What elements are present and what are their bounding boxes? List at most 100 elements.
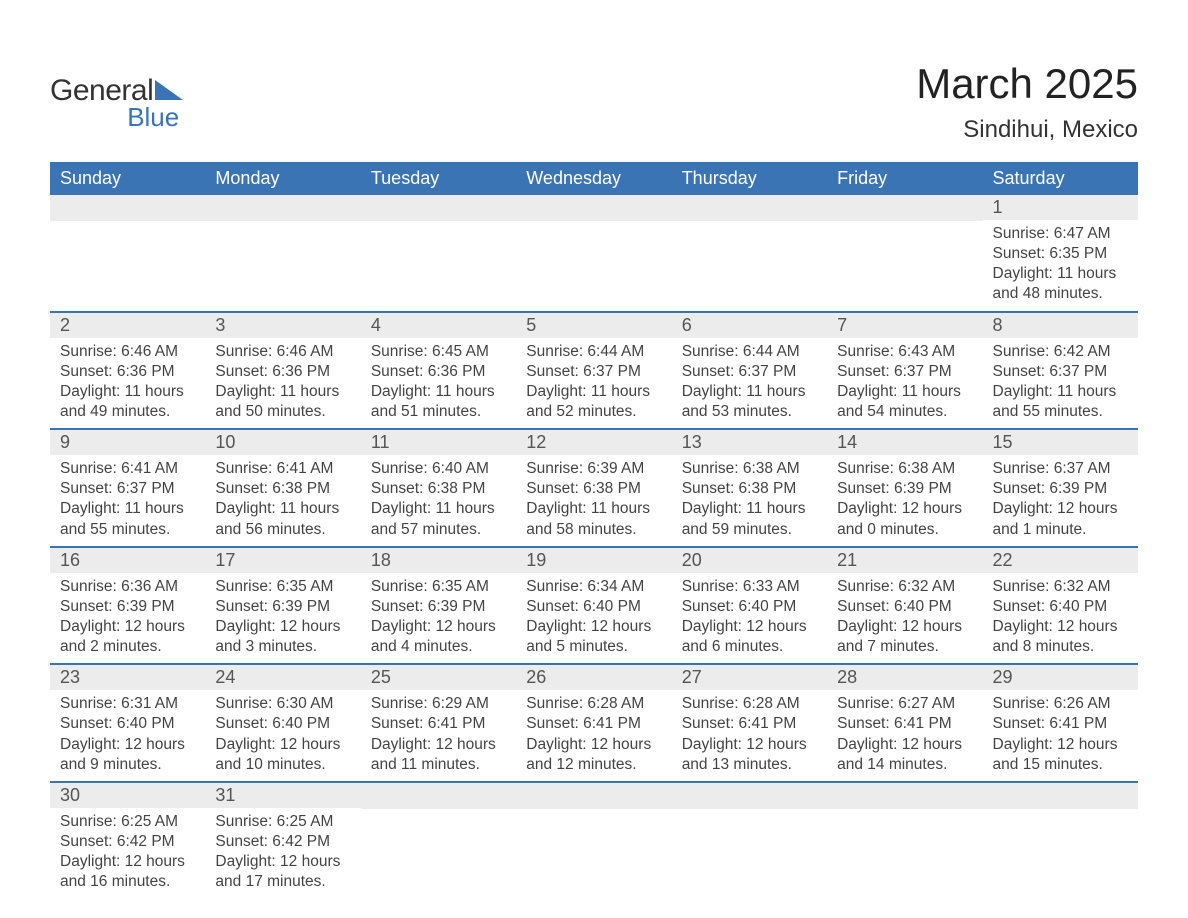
day-body: Sunrise: 6:47 AMSunset: 6:35 PMDaylight:… [983,220,1138,311]
calendar-cell: 14Sunrise: 6:38 AMSunset: 6:39 PMDayligh… [827,429,982,547]
day-number: 12 [516,430,671,455]
sunset-line: Sunset: 6:40 PM [682,597,817,617]
brand-triangle-icon [155,80,183,100]
calendar-cell: 13Sunrise: 6:38 AMSunset: 6:38 PMDayligh… [672,429,827,547]
sunrise-line: Sunrise: 6:34 AM [526,577,661,597]
sunset-line: Sunset: 6:41 PM [371,714,506,734]
day-number: 29 [983,665,1138,690]
day-body: Sunrise: 6:42 AMSunset: 6:37 PMDaylight:… [983,338,1138,429]
sunset-line: Sunset: 6:38 PM [215,479,350,499]
day-body: Sunrise: 6:44 AMSunset: 6:37 PMDaylight:… [516,338,671,429]
sunrise-line: Sunrise: 6:27 AM [837,694,972,714]
sunrise-line: Sunrise: 6:45 AM [371,342,506,362]
day-number: 6 [672,313,827,338]
calendar-body: 1Sunrise: 6:47 AMSunset: 6:35 PMDaylight… [50,195,1138,898]
header: General Blue March 2025 Sindihui, Mexico [50,60,1138,144]
calendar-cell: 17Sunrise: 6:35 AMSunset: 6:39 PMDayligh… [205,547,360,665]
calendar-cell: 24Sunrise: 6:30 AMSunset: 6:40 PMDayligh… [205,664,360,782]
daylight-line: Daylight: 11 hours and 57 minutes. [371,499,506,539]
day-body: Sunrise: 6:26 AMSunset: 6:41 PMDaylight:… [983,690,1138,781]
sunrise-line: Sunrise: 6:35 AM [215,577,350,597]
day-body: Sunrise: 6:28 AMSunset: 6:41 PMDaylight:… [672,690,827,781]
calendar-cell: 3Sunrise: 6:46 AMSunset: 6:36 PMDaylight… [205,312,360,430]
daylight-line: Daylight: 12 hours and 8 minutes. [993,617,1128,657]
day-number: 1 [983,195,1138,220]
daylight-line: Daylight: 12 hours and 3 minutes. [215,617,350,657]
daylight-line: Daylight: 11 hours and 50 minutes. [215,382,350,422]
calendar-cell [361,782,516,899]
day-number: 25 [361,665,516,690]
sunset-line: Sunset: 6:39 PM [60,597,195,617]
calendar-cell: 26Sunrise: 6:28 AMSunset: 6:41 PMDayligh… [516,664,671,782]
day-body: Sunrise: 6:38 AMSunset: 6:39 PMDaylight:… [827,455,982,546]
sunrise-line: Sunrise: 6:46 AM [60,342,195,362]
calendar-week-row: 9Sunrise: 6:41 AMSunset: 6:37 PMDaylight… [50,429,1138,547]
sunset-line: Sunset: 6:42 PM [60,832,195,852]
day-number [205,195,360,221]
sunrise-line: Sunrise: 6:28 AM [526,694,661,714]
weekday-header: Wednesday [516,162,671,195]
day-body: Sunrise: 6:32 AMSunset: 6:40 PMDaylight:… [983,573,1138,664]
daylight-line: Daylight: 11 hours and 56 minutes. [215,499,350,539]
weekday-header: Saturday [983,162,1138,195]
day-number [50,195,205,221]
calendar-cell: 15Sunrise: 6:37 AMSunset: 6:39 PMDayligh… [983,429,1138,547]
calendar-cell: 6Sunrise: 6:44 AMSunset: 6:37 PMDaylight… [672,312,827,430]
calendar-cell: 1Sunrise: 6:47 AMSunset: 6:35 PMDaylight… [983,195,1138,312]
day-number [672,783,827,809]
calendar-cell [672,782,827,899]
daylight-line: Daylight: 11 hours and 51 minutes. [371,382,506,422]
day-number: 11 [361,430,516,455]
day-body: Sunrise: 6:38 AMSunset: 6:38 PMDaylight:… [672,455,827,546]
sunset-line: Sunset: 6:36 PM [215,362,350,382]
day-number: 31 [205,783,360,808]
day-body: Sunrise: 6:25 AMSunset: 6:42 PMDaylight:… [50,808,205,899]
sunrise-line: Sunrise: 6:26 AM [993,694,1128,714]
calendar-cell: 29Sunrise: 6:26 AMSunset: 6:41 PMDayligh… [983,664,1138,782]
sunrise-line: Sunrise: 6:37 AM [993,459,1128,479]
calendar-cell [983,782,1138,899]
day-body [827,221,982,231]
day-body: Sunrise: 6:39 AMSunset: 6:38 PMDaylight:… [516,455,671,546]
day-body: Sunrise: 6:44 AMSunset: 6:37 PMDaylight:… [672,338,827,429]
calendar-cell: 18Sunrise: 6:35 AMSunset: 6:39 PMDayligh… [361,547,516,665]
daylight-line: Daylight: 12 hours and 15 minutes. [993,735,1128,775]
daylight-line: Daylight: 12 hours and 9 minutes. [60,735,195,775]
daylight-line: Daylight: 12 hours and 10 minutes. [215,735,350,775]
sunset-line: Sunset: 6:41 PM [526,714,661,734]
sunset-line: Sunset: 6:42 PM [215,832,350,852]
day-body: Sunrise: 6:46 AMSunset: 6:36 PMDaylight:… [50,338,205,429]
day-number [516,783,671,809]
day-body [516,809,671,819]
calendar-cell: 4Sunrise: 6:45 AMSunset: 6:36 PMDaylight… [361,312,516,430]
daylight-line: Daylight: 11 hours and 54 minutes. [837,382,972,422]
sunset-line: Sunset: 6:40 PM [993,597,1128,617]
sunrise-line: Sunrise: 6:41 AM [215,459,350,479]
sunset-line: Sunset: 6:39 PM [837,479,972,499]
day-body [516,221,671,231]
calendar-cell: 9Sunrise: 6:41 AMSunset: 6:37 PMDaylight… [50,429,205,547]
calendar-week-row: 16Sunrise: 6:36 AMSunset: 6:39 PMDayligh… [50,547,1138,665]
daylight-line: Daylight: 11 hours and 55 minutes. [993,382,1128,422]
daylight-line: Daylight: 12 hours and 4 minutes. [371,617,506,657]
daylight-line: Daylight: 12 hours and 17 minutes. [215,852,350,892]
weekday-header: Friday [827,162,982,195]
daylight-line: Daylight: 12 hours and 11 minutes. [371,735,506,775]
day-body: Sunrise: 6:25 AMSunset: 6:42 PMDaylight:… [205,808,360,899]
calendar-cell: 31Sunrise: 6:25 AMSunset: 6:42 PMDayligh… [205,782,360,899]
day-number [983,783,1138,809]
sunset-line: Sunset: 6:40 PM [60,714,195,734]
sunset-line: Sunset: 6:40 PM [215,714,350,734]
sunset-line: Sunset: 6:40 PM [837,597,972,617]
day-number [516,195,671,221]
calendar-cell [205,195,360,312]
sunrise-line: Sunrise: 6:42 AM [993,342,1128,362]
sunset-line: Sunset: 6:38 PM [371,479,506,499]
calendar-cell [827,195,982,312]
day-number [672,195,827,221]
calendar-week-row: 2Sunrise: 6:46 AMSunset: 6:36 PMDaylight… [50,312,1138,430]
sunset-line: Sunset: 6:40 PM [526,597,661,617]
calendar-cell: 25Sunrise: 6:29 AMSunset: 6:41 PMDayligh… [361,664,516,782]
day-number: 18 [361,548,516,573]
calendar-cell: 19Sunrise: 6:34 AMSunset: 6:40 PMDayligh… [516,547,671,665]
